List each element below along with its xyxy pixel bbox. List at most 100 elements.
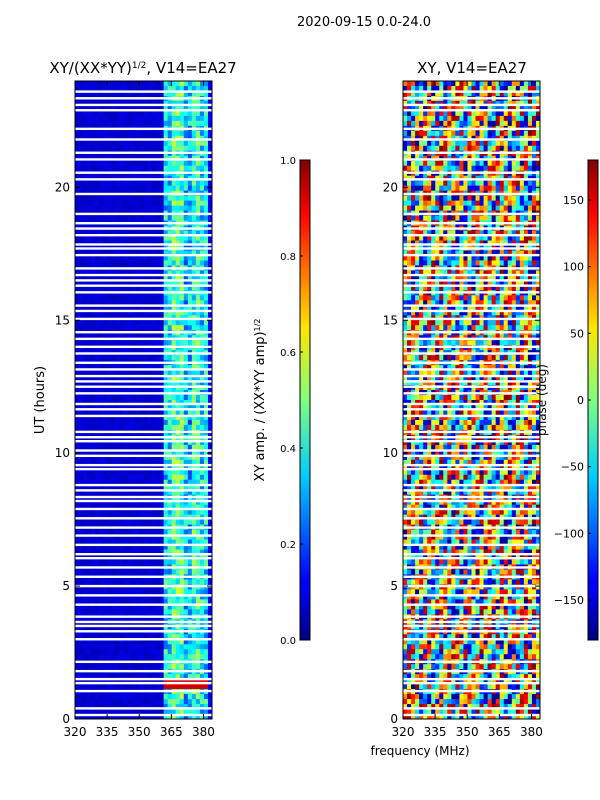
heatmap-cell (171, 295, 177, 301)
heatmap-cell (127, 120, 132, 127)
heatmap-cell (411, 100, 416, 107)
heatmap-cell (151, 464, 157, 471)
heatmap-cell (79, 609, 84, 615)
heatmap-cell (147, 449, 153, 456)
heatmap-cell (163, 549, 169, 556)
heatmap-cell (127, 250, 132, 256)
heatmap-cell (135, 205, 140, 212)
heatmap-cell (135, 709, 140, 715)
heatmap-cell (183, 165, 189, 172)
heatmap-cell (439, 90, 444, 97)
flagged-gap (75, 707, 212, 710)
heatmap-cell (127, 559, 132, 565)
heatmap-cell (179, 250, 185, 256)
heatmap-cell (91, 519, 96, 526)
heatmap-cell (119, 185, 124, 192)
heatmap-cell (199, 714, 205, 719)
heatmap-cell (195, 240, 201, 246)
heatmap-cell (103, 424, 108, 431)
heatmap-cell (203, 270, 209, 276)
heatmap-cell (111, 714, 116, 719)
heatmap-cell (111, 200, 116, 207)
heatmap-cell (207, 275, 212, 281)
heatmap-cell (531, 140, 537, 147)
heatmap-cell (139, 295, 144, 301)
heatmap-cell (191, 240, 197, 246)
heatmap-cell (123, 300, 128, 306)
heatmap-cell (111, 484, 116, 491)
heatmap-cell (203, 380, 209, 386)
heatmap-cell (159, 300, 165, 306)
heatmap-cell (191, 654, 197, 660)
heatmap-cell (79, 205, 84, 212)
heatmap-cell (83, 230, 88, 237)
heatmap-cell (199, 639, 205, 645)
heatmap-cell (143, 474, 149, 481)
heatmap-cell (167, 704, 173, 710)
heatmap-cell (139, 230, 144, 237)
heatmap-cell (83, 375, 88, 381)
heatmap-cell (91, 185, 96, 192)
heatmap-cell (79, 704, 84, 710)
heatmap-cell (111, 419, 116, 426)
heatmap-cell (187, 305, 193, 311)
heatmap-cell (95, 579, 100, 585)
heatmap-cell (107, 424, 112, 431)
heatmap-cell (115, 649, 120, 655)
heatmap-cell (75, 200, 80, 207)
heatmap-cell (191, 250, 197, 256)
heatmap-cell (79, 449, 84, 456)
heatmap-cell (143, 519, 149, 526)
heatmap-cell (171, 594, 177, 600)
heatmap-cell (163, 195, 169, 202)
heatmap-cell (103, 489, 108, 496)
heatmap-cell (427, 140, 432, 147)
heatmap-cell (451, 90, 456, 97)
heatmap-cell (175, 280, 181, 286)
heatmap-cell (183, 489, 189, 496)
heatmap-cell (107, 604, 112, 610)
heatmap-cell (159, 579, 165, 585)
heatmap-cell (143, 215, 149, 222)
heatmap-cell (135, 684, 140, 690)
heatmap-cell (207, 479, 212, 486)
heatmap-cell (407, 85, 412, 92)
heatmap-cell (91, 419, 96, 426)
heatmap-cell (179, 634, 185, 640)
heatmap-cell (503, 85, 509, 92)
heatmap-cell (147, 275, 153, 281)
heatmap-cell (103, 205, 108, 212)
flagged-gap (75, 243, 212, 246)
heatmap-cell (171, 504, 177, 511)
heatmap-cell (103, 185, 108, 192)
heatmap-cell (95, 519, 100, 526)
heatmap-cell (135, 599, 140, 605)
heatmap-cell (199, 634, 205, 640)
heatmap-cell (483, 85, 489, 92)
heatmap-cell (167, 305, 173, 311)
heatmap-cell (95, 195, 100, 202)
heatmap-cell (103, 459, 108, 466)
heatmap-cell (179, 519, 185, 526)
heatmap-cell (447, 115, 452, 122)
heatmap-cell (151, 679, 157, 685)
heatmap-cell (107, 589, 112, 595)
heatmap-cell (131, 90, 136, 97)
heatmap-cell (155, 424, 161, 431)
heatmap-cell (203, 185, 209, 192)
heatmap-cell (159, 419, 165, 426)
heatmap-cell (179, 499, 185, 506)
heatmap-cell (135, 559, 140, 565)
heatmap-cell (159, 484, 165, 491)
heatmap-cell (95, 424, 100, 431)
heatmap-cell (75, 649, 80, 655)
heatmap-cell (175, 469, 181, 476)
heatmap-cell (75, 120, 80, 127)
heatmap-cell (95, 370, 100, 376)
heatmap-cell (99, 589, 104, 595)
heatmap-cell (115, 424, 120, 431)
y-tick-label: 20 (55, 180, 70, 194)
heatmap-cell (139, 275, 144, 281)
heatmap-cell (495, 85, 501, 92)
heatmap-cell (107, 375, 112, 381)
